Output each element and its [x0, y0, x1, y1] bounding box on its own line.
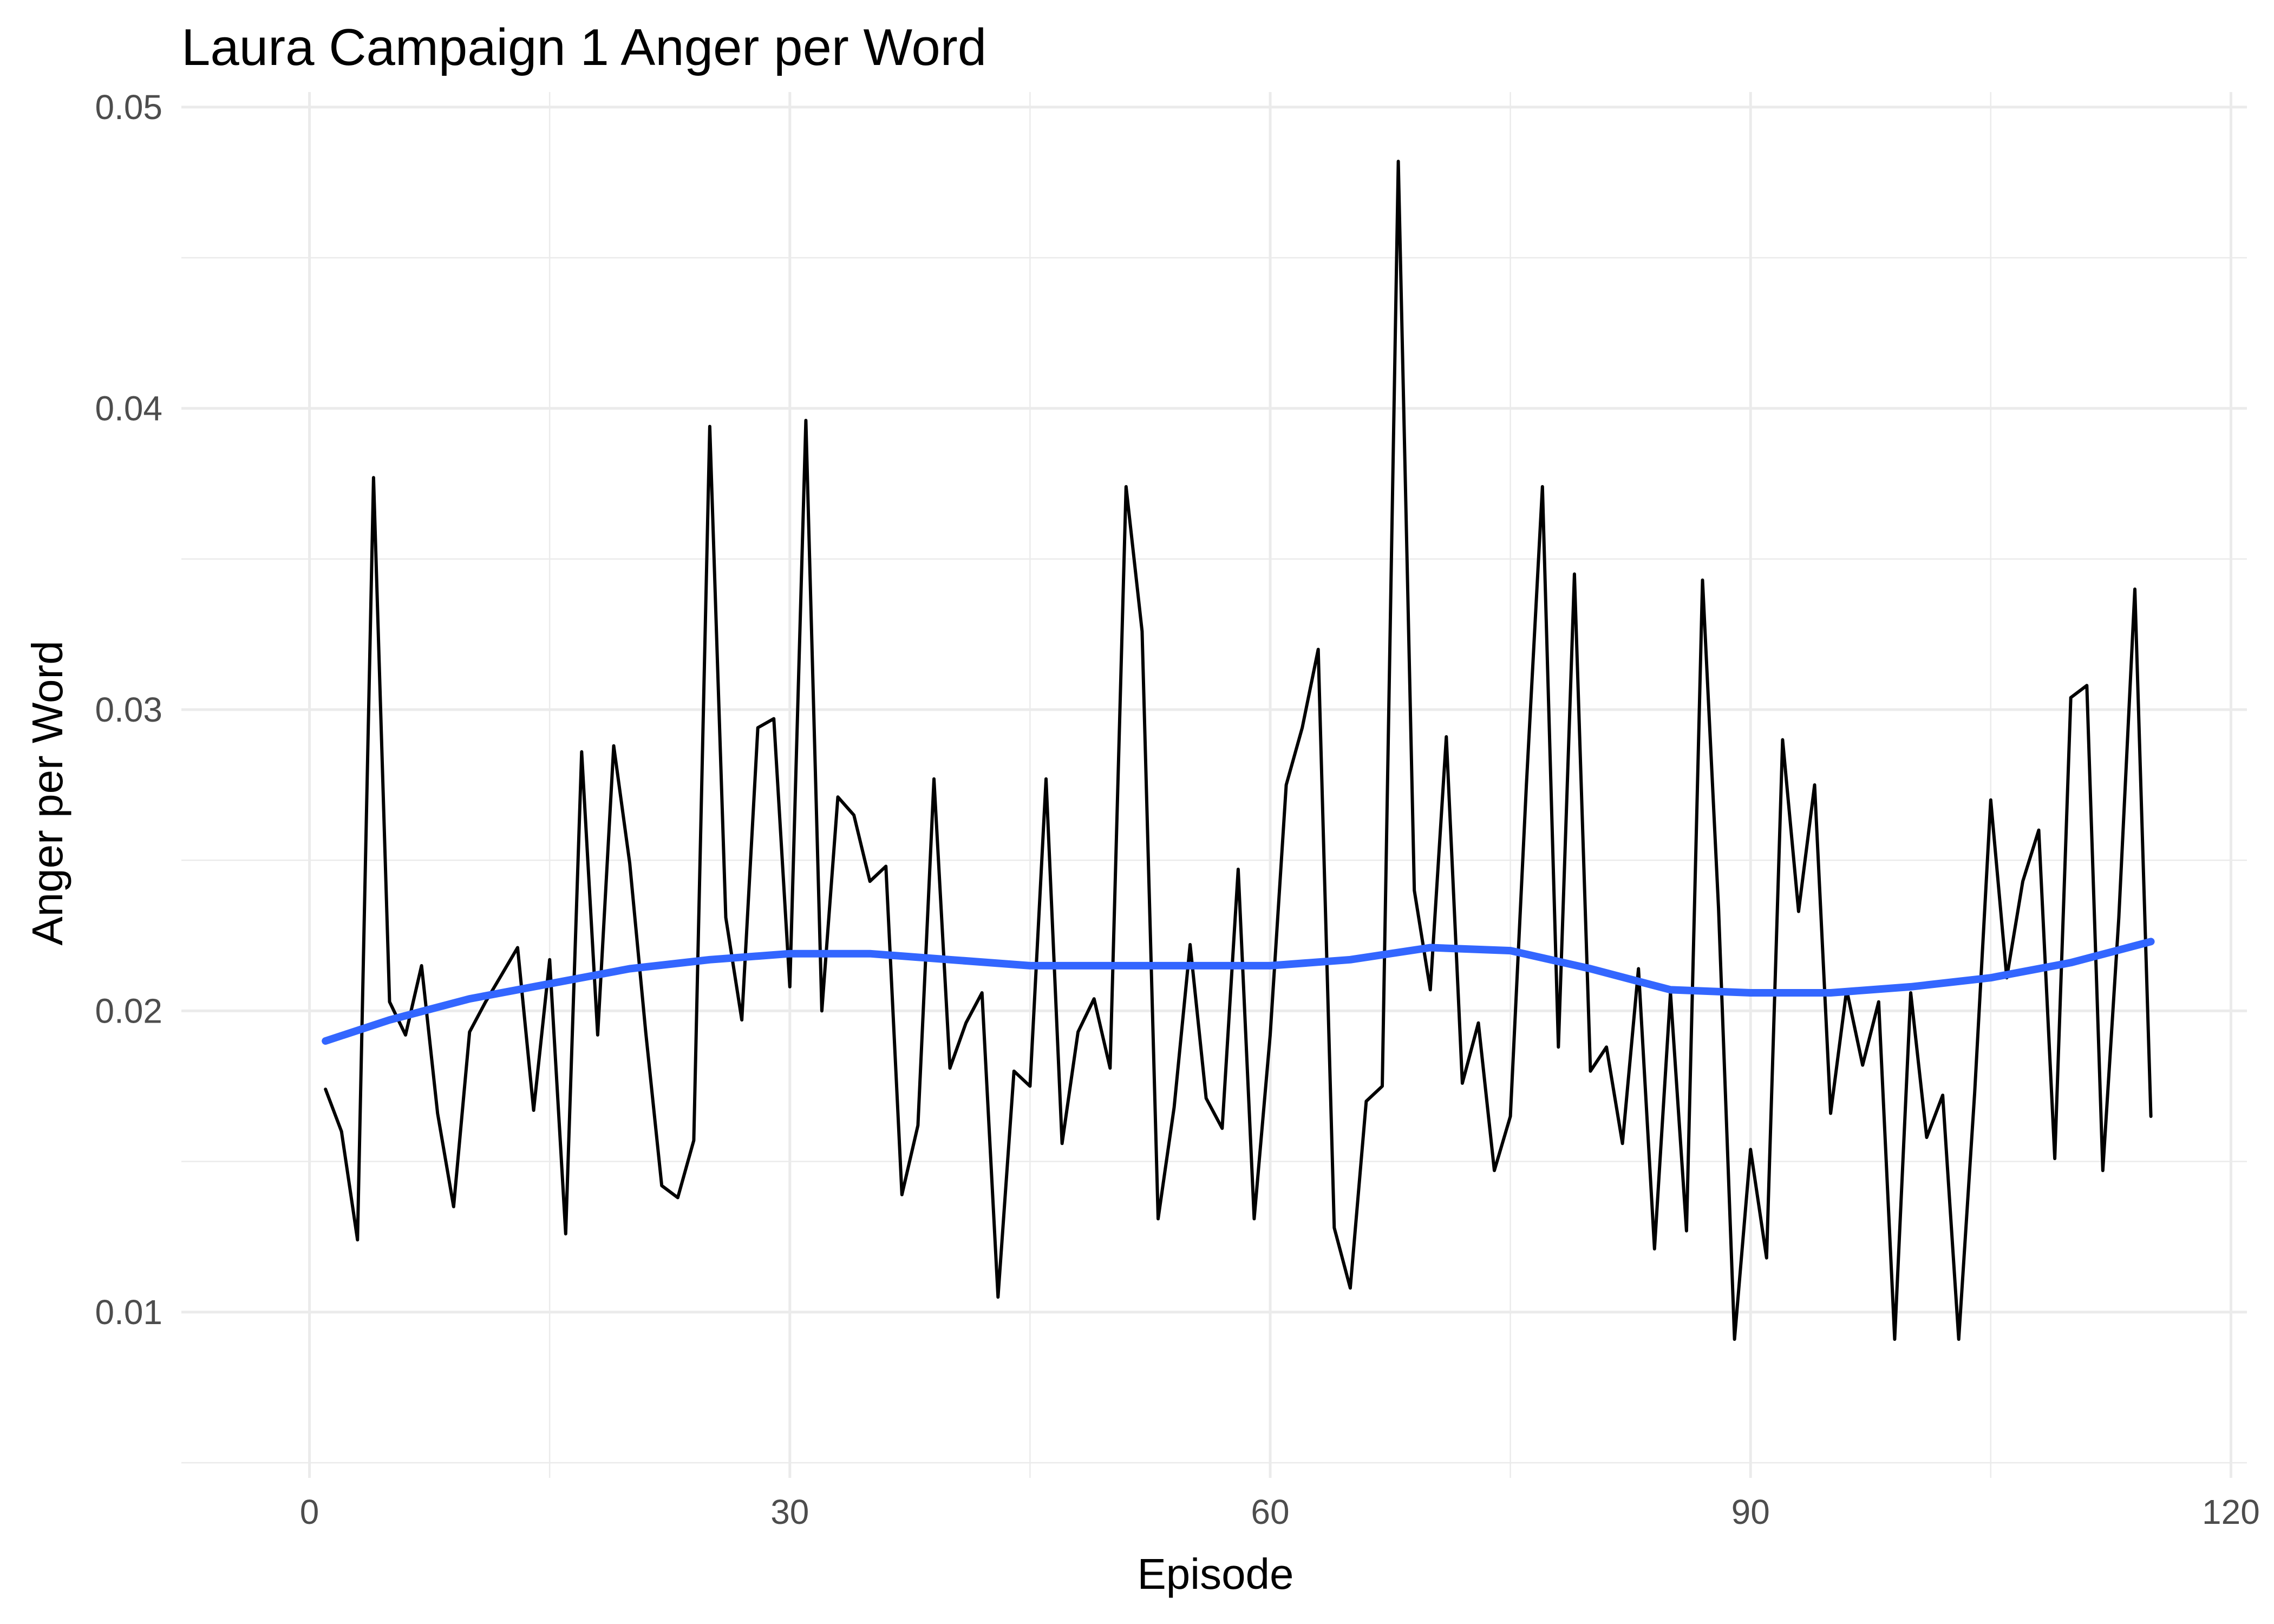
- x-tick-label: 0: [300, 1492, 319, 1531]
- chart-title: Laura Campaign 1 Anger per Word: [181, 18, 986, 76]
- y-tick-label: 0.03: [95, 690, 162, 729]
- x-tick-label: 120: [2202, 1492, 2260, 1531]
- series-layer: [322, 160, 2155, 1341]
- x-tick-label: 60: [1251, 1492, 1289, 1531]
- minor-gridlines: [181, 92, 2247, 1478]
- y-axis-title: Anger per Word: [23, 640, 71, 945]
- y-axis-tick-labels: 0.01 0.02 0.03 0.04 0.05: [95, 88, 162, 1332]
- y-tick-label: 0.04: [95, 389, 162, 428]
- x-axis-tick-labels: 0 30 60 90 120: [300, 1492, 2260, 1531]
- x-tick-label: 90: [1731, 1492, 1770, 1531]
- y-tick-label: 0.05: [95, 88, 162, 127]
- major-gridlines: [181, 92, 2247, 1478]
- smoothed-trend-line: [322, 938, 2155, 1045]
- anger-per-word-series-line: [324, 160, 2153, 1341]
- y-tick-label: 0.02: [95, 991, 162, 1030]
- x-axis-title: Episode: [1137, 1550, 1293, 1598]
- y-tick-label: 0.01: [95, 1293, 162, 1332]
- x-tick-label: 30: [770, 1492, 809, 1531]
